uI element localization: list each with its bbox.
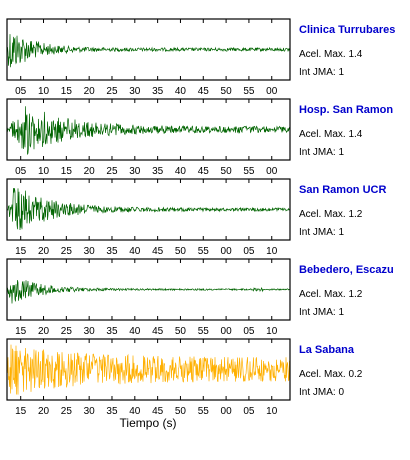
tick-label: 45 <box>198 86 210 97</box>
tick-label: 55 <box>243 86 255 97</box>
jma-intensity-text: Int JMA: 1 <box>299 67 344 78</box>
tick-label: 45 <box>152 246 164 257</box>
jma-intensity-text: Int JMA: 1 <box>299 147 344 158</box>
panel-frame <box>6 178 291 241</box>
tick-label: 15 <box>61 86 73 97</box>
tick-label: 25 <box>61 326 73 337</box>
tick-label: 40 <box>175 166 187 177</box>
tick-label: 40 <box>175 86 187 97</box>
max-accel-text: Acel. Max. 1.4 <box>299 129 363 140</box>
panel-frame <box>6 258 291 321</box>
panel-1: 05 10 15 20 25 30 35 40 45 50 55 00 Clinica Turrubar… <box>6 18 395 97</box>
tick-label: 55 <box>198 326 210 337</box>
station-name: Clinica Turrubares <box>299 24 395 36</box>
tick-label: 05 <box>15 86 27 97</box>
tick-label: 00 <box>221 246 233 257</box>
trace-1 <box>6 34 291 68</box>
panel-3: 15 20 25 30 35 40 45 50 55 00 05 10 San Ramon UCR Ace… <box>6 178 386 257</box>
trace-3 <box>6 187 291 231</box>
tick-label: 00 <box>266 86 278 97</box>
tick-label: 25 <box>106 86 118 97</box>
tick-label: 10 <box>266 326 278 337</box>
trace-2 <box>6 106 291 155</box>
tick-label: 35 <box>152 86 164 97</box>
max-accel-text: Acel. Max. 1.2 <box>299 289 363 300</box>
tick-label: 50 <box>221 86 233 97</box>
tick-label: 20 <box>38 326 50 337</box>
tick-label: 35 <box>106 246 118 257</box>
max-accel-text: Acel. Max. 0.2 <box>299 369 363 380</box>
jma-intensity-text: Int JMA: 0 <box>299 387 344 398</box>
tick-label: 20 <box>84 86 96 97</box>
max-accel-text: Acel. Max. 1.2 <box>299 209 363 220</box>
tick-label: 25 <box>61 406 73 417</box>
tick-label: 45 <box>152 326 164 337</box>
tick-label: 30 <box>84 406 96 417</box>
tick-label: 30 <box>129 86 141 97</box>
tick-label: 35 <box>106 326 118 337</box>
tick-label: 30 <box>84 246 96 257</box>
tick-label: 05 <box>243 326 255 337</box>
tick-label: 50 <box>175 246 187 257</box>
tick-label: 50 <box>221 166 233 177</box>
jma-intensity-text: Int JMA: 1 <box>299 227 344 238</box>
panel-frame <box>6 18 291 81</box>
panel-frame <box>6 98 291 161</box>
tick-label: 00 <box>221 406 233 417</box>
jma-intensity-text: Int JMA: 1 <box>299 307 344 318</box>
station-name: La Sabana <box>299 344 355 356</box>
tick-label: 10 <box>266 406 278 417</box>
tick-label: 00 <box>266 166 278 177</box>
tick-label: 20 <box>38 406 50 417</box>
max-accel-text: Acel. Max. 1.4 <box>299 49 363 60</box>
station-name: San Ramon UCR <box>299 184 386 196</box>
tick-label: 35 <box>106 406 118 417</box>
x-axis-label: Tiempo (s) <box>120 416 177 430</box>
tick-label: 40 <box>129 406 141 417</box>
tick-label: 55 <box>198 406 210 417</box>
tick-label: 10 <box>266 246 278 257</box>
tick-label: 05 <box>15 166 27 177</box>
tick-label: 50 <box>175 326 187 337</box>
tick-label: 30 <box>129 166 141 177</box>
tick-label: 20 <box>38 246 50 257</box>
panel-4: 15 20 25 30 35 40 45 50 55 00 05 10 Bebedero, Escazu… <box>6 258 394 337</box>
tick-label: 05 <box>243 406 255 417</box>
tick-label: 15 <box>15 406 27 417</box>
tick-label: 05 <box>243 246 255 257</box>
tick-label: 50 <box>175 406 187 417</box>
tick-label: 40 <box>129 246 141 257</box>
tick-label: 15 <box>15 246 27 257</box>
station-name: Hosp. San Ramon <box>299 104 393 116</box>
tick-label: 00 <box>221 326 233 337</box>
tick-label: 25 <box>61 246 73 257</box>
tick-label: 15 <box>61 166 73 177</box>
panels-group: 05 10 15 20 25 30 35 40 45 50 55 00 Clinica Turrubar… <box>6 18 395 417</box>
tick-label: 55 <box>243 166 255 177</box>
tick-label: 45 <box>198 166 210 177</box>
panel-5: 15 20 25 30 35 40 45 50 55 00 05 10 La Sabana Acel. M… <box>6 338 363 417</box>
tick-label: 45 <box>152 406 164 417</box>
tick-label: 55 <box>198 246 210 257</box>
tick-label: 10 <box>38 86 50 97</box>
station-name: Bebedero, Escazu <box>299 264 394 276</box>
tick-label: 35 <box>152 166 164 177</box>
tick-label: 15 <box>15 326 27 337</box>
trace-4 <box>6 280 291 304</box>
panel-2: 05 10 15 20 25 30 35 40 45 50 55 00 Hosp. San Ramon A… <box>6 98 393 177</box>
panel-frame <box>6 338 291 401</box>
tick-label: 30 <box>84 326 96 337</box>
tick-label: 40 <box>129 326 141 337</box>
tick-label: 10 <box>38 166 50 177</box>
tick-label: 25 <box>106 166 118 177</box>
tick-label: 20 <box>84 166 96 177</box>
trace-5 <box>6 344 291 395</box>
